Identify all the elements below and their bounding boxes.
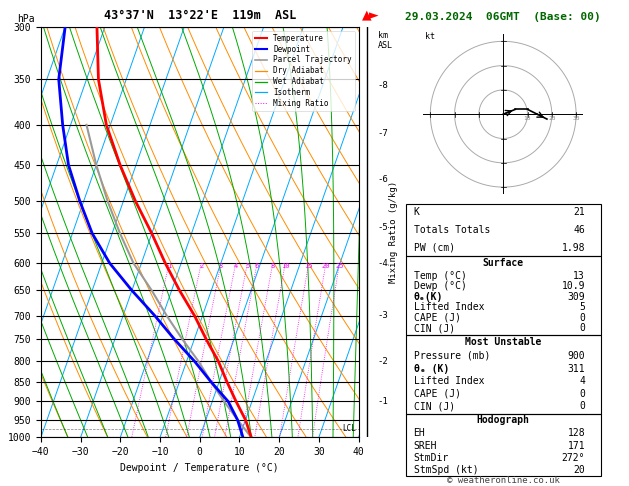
Text: Lifted Index: Lifted Index bbox=[413, 302, 484, 312]
Text: PW (cm): PW (cm) bbox=[413, 243, 455, 253]
Text: 6: 6 bbox=[255, 263, 259, 269]
Text: 20: 20 bbox=[548, 116, 555, 122]
Text: Most Unstable: Most Unstable bbox=[465, 337, 542, 347]
Text: -8: -8 bbox=[377, 81, 388, 89]
X-axis label: Dewpoint / Temperature (°C): Dewpoint / Temperature (°C) bbox=[120, 463, 279, 473]
Text: 1.98: 1.98 bbox=[562, 243, 585, 253]
Text: CAPE (J): CAPE (J) bbox=[413, 388, 460, 399]
Y-axis label: hPa: hPa bbox=[0, 223, 2, 241]
Text: CIN (J): CIN (J) bbox=[413, 323, 455, 333]
Text: Mixing Ratio (g/kg): Mixing Ratio (g/kg) bbox=[389, 181, 398, 283]
Text: 900: 900 bbox=[567, 351, 585, 361]
Text: 8: 8 bbox=[270, 263, 275, 269]
Text: 2: 2 bbox=[199, 263, 203, 269]
Text: hPa: hPa bbox=[17, 14, 35, 24]
Text: SREH: SREH bbox=[413, 441, 437, 451]
Text: 0: 0 bbox=[579, 401, 585, 411]
Text: LCL: LCL bbox=[343, 424, 357, 433]
Text: kt: kt bbox=[425, 32, 435, 41]
Text: EH: EH bbox=[413, 429, 425, 438]
Text: Dewp (°C): Dewp (°C) bbox=[413, 281, 466, 292]
Text: 311: 311 bbox=[567, 364, 585, 374]
Text: -5: -5 bbox=[377, 223, 388, 232]
Bar bbox=[406, 204, 601, 256]
Text: CIN (J): CIN (J) bbox=[413, 401, 455, 411]
Text: StmDir: StmDir bbox=[413, 453, 448, 463]
Text: 13: 13 bbox=[574, 271, 585, 281]
Text: 0: 0 bbox=[579, 313, 585, 323]
Text: -2: -2 bbox=[377, 357, 388, 366]
Text: 0: 0 bbox=[579, 388, 585, 399]
Text: 171: 171 bbox=[567, 441, 585, 451]
Text: © weatheronline.co.uk: © weatheronline.co.uk bbox=[447, 476, 560, 485]
Text: 309: 309 bbox=[567, 292, 585, 302]
Text: 1: 1 bbox=[167, 263, 171, 269]
Text: 4: 4 bbox=[233, 263, 238, 269]
Text: K: K bbox=[413, 208, 420, 217]
Text: 0: 0 bbox=[579, 323, 585, 333]
Text: Hodograph: Hodograph bbox=[477, 416, 530, 425]
Text: -6: -6 bbox=[377, 175, 388, 184]
Text: 4: 4 bbox=[579, 376, 585, 386]
Text: -4: -4 bbox=[377, 259, 388, 268]
Text: 30: 30 bbox=[572, 116, 580, 122]
Text: 10.9: 10.9 bbox=[562, 281, 585, 292]
Text: θₑ (K): θₑ (K) bbox=[413, 364, 448, 374]
Text: 5: 5 bbox=[579, 302, 585, 312]
Text: 272°: 272° bbox=[562, 453, 585, 463]
Text: 10: 10 bbox=[281, 263, 289, 269]
Text: Totals Totals: Totals Totals bbox=[413, 225, 490, 235]
Text: Pressure (mb): Pressure (mb) bbox=[413, 351, 490, 361]
Text: 15: 15 bbox=[304, 263, 313, 269]
Text: -1: -1 bbox=[377, 397, 388, 406]
Text: Lifted Index: Lifted Index bbox=[413, 376, 484, 386]
Legend: Temperature, Dewpoint, Parcel Trajectory, Dry Adiabat, Wet Adiabat, Isotherm, Mi: Temperature, Dewpoint, Parcel Trajectory… bbox=[252, 31, 355, 111]
Text: 25: 25 bbox=[335, 263, 343, 269]
Text: StmSpd (kt): StmSpd (kt) bbox=[413, 465, 478, 475]
Bar bbox=[406, 335, 601, 414]
Text: 3: 3 bbox=[219, 263, 223, 269]
Text: -7: -7 bbox=[377, 129, 388, 138]
Text: 20: 20 bbox=[321, 263, 330, 269]
Bar bbox=[406, 256, 601, 335]
Text: 128: 128 bbox=[567, 429, 585, 438]
Text: 46: 46 bbox=[574, 225, 585, 235]
Text: CAPE (J): CAPE (J) bbox=[413, 313, 460, 323]
Text: Surface: Surface bbox=[482, 258, 524, 268]
Text: 29.03.2024  06GMT  (Base: 00): 29.03.2024 06GMT (Base: 00) bbox=[405, 12, 601, 22]
Text: -3: -3 bbox=[377, 311, 388, 320]
Text: Temp (°C): Temp (°C) bbox=[413, 271, 466, 281]
Text: ▲: ▲ bbox=[362, 9, 371, 22]
Text: 20: 20 bbox=[574, 465, 585, 475]
Text: km
ASL: km ASL bbox=[377, 31, 392, 50]
Bar bbox=[406, 414, 601, 476]
Text: ►: ► bbox=[369, 9, 379, 22]
Text: θₑ(K): θₑ(K) bbox=[413, 292, 443, 302]
Text: 43°37'N  13°22'E  119m  ASL: 43°37'N 13°22'E 119m ASL bbox=[104, 9, 296, 22]
Text: 21: 21 bbox=[574, 208, 585, 217]
Text: 5: 5 bbox=[245, 263, 250, 269]
Text: 10: 10 bbox=[524, 116, 532, 122]
